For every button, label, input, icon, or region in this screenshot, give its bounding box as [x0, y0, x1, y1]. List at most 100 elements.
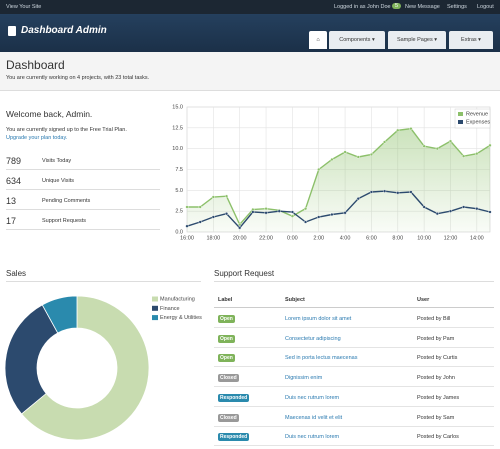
divider — [214, 281, 494, 282]
column-header: Subject — [285, 297, 305, 303]
user: Posted by John — [417, 375, 455, 382]
stat-label: Support Requests — [42, 218, 87, 224]
point — [238, 222, 242, 227]
point — [409, 127, 413, 131]
point — [383, 189, 387, 193]
y-tick-label: 5.0 — [175, 188, 183, 194]
point — [238, 226, 242, 230]
tab[interactable]: Components ▾ — [329, 31, 385, 49]
tab-label: Components — [339, 37, 371, 43]
legend — [454, 108, 491, 129]
x-tick-label: 14:00 — [470, 235, 484, 241]
plan-text: You are currently signed up to the Free … — [6, 127, 127, 133]
divider — [214, 405, 494, 407]
y-tick-label: 0.0 — [175, 229, 183, 235]
point — [343, 211, 347, 215]
x-tick-label: 8:00 — [392, 235, 403, 241]
point — [409, 190, 413, 194]
point — [475, 152, 479, 156]
x-tick-label: 10:00 — [417, 235, 431, 241]
point — [462, 154, 466, 158]
divider — [6, 169, 160, 170]
divider — [214, 346, 494, 348]
status-badge: Open — [218, 334, 235, 343]
divider — [6, 189, 160, 190]
point — [369, 190, 374, 194]
tab[interactable]: Sample Pages ▾ — [388, 31, 446, 49]
subject-link[interactable]: Dignissim enim — [285, 375, 323, 382]
status-badge: Open — [218, 315, 235, 323]
subject-link[interactable]: Duis nec rutrum lorem — [285, 434, 340, 441]
point — [369, 152, 374, 157]
point — [211, 215, 215, 219]
page-title: Dashboard — [6, 58, 65, 72]
y-tick-label: 12.5 — [172, 125, 183, 131]
tab[interactable]: Extras ▾ — [449, 31, 493, 49]
legend-swatch — [152, 315, 158, 321]
point — [224, 194, 229, 198]
legend-swatch — [458, 112, 463, 116]
point — [343, 150, 347, 154]
x-tick-label: 4:00 — [340, 235, 351, 241]
point — [211, 195, 215, 199]
divider — [214, 445, 494, 447]
home-tab[interactable]: ⌂ — [309, 31, 327, 49]
user: Posted by Bill — [417, 316, 451, 322]
stat-label: Unique Visits — [42, 178, 74, 184]
stat-value: 789 — [6, 156, 22, 166]
settings-link[interactable]: Settings — [447, 4, 467, 10]
y-tick-label: 7.5 — [175, 167, 183, 173]
point — [264, 207, 268, 211]
point — [251, 210, 255, 214]
divider — [214, 366, 494, 368]
point — [475, 207, 479, 211]
stat-label: Visits Today — [42, 158, 72, 164]
upgrade-link[interactable]: Upgrade your plan today. — [6, 135, 68, 141]
brand[interactable]: Dashboard Admin — [21, 25, 107, 36]
messages-link[interactable]: New Message — [405, 4, 440, 10]
donut-slice — [41, 295, 78, 334]
point — [198, 220, 202, 224]
x-tick-label: 22:00 — [259, 235, 273, 241]
legend-swatch — [152, 296, 158, 302]
top-nav: View Your Site Logged in as John Doe 5 N… — [0, 0, 500, 14]
logout-link[interactable]: Logout — [477, 4, 494, 10]
divider — [6, 281, 201, 282]
subject-link[interactable]: Sed in porta lectus maecenas — [285, 355, 358, 362]
point — [488, 143, 492, 147]
y-tick-label: 10.0 — [172, 146, 183, 152]
logged-in: Logged in as John Doe — [334, 4, 391, 10]
divider — [214, 425, 494, 427]
donut-slice — [20, 295, 150, 441]
status-badge: Open — [218, 354, 235, 363]
subject-link[interactable]: Maecenas id velit et elit — [285, 414, 343, 421]
status-badge: Responded — [218, 433, 250, 442]
point — [224, 212, 229, 216]
point — [330, 157, 334, 162]
column-header: Label — [218, 297, 233, 303]
point — [396, 191, 400, 195]
y-tick-label: 2.5 — [175, 209, 183, 215]
point — [185, 205, 189, 209]
stat-value: 17 — [6, 216, 17, 226]
point — [488, 210, 492, 214]
point — [383, 140, 387, 144]
point — [356, 155, 360, 159]
subject-link[interactable]: Lorem ipsum dolor sit amet — [285, 316, 352, 322]
line — [186, 190, 491, 229]
y-tick-label: 15.0 — [172, 104, 183, 110]
point — [422, 144, 426, 148]
point — [435, 212, 439, 216]
subject-link[interactable]: Consectetur adipiscing — [285, 335, 341, 342]
subject-link[interactable]: Duis nec rutrum lorem — [285, 394, 340, 401]
point — [185, 224, 189, 228]
legend-label: Manufacturing — [160, 296, 195, 302]
x-tick-label: 0:00 — [287, 235, 298, 241]
divider — [214, 327, 494, 328]
point — [264, 211, 268, 215]
legend-label: Expenses — [466, 119, 490, 125]
site-link[interactable]: View Your Site — [6, 4, 42, 10]
point — [448, 139, 453, 143]
welcome-title: Welcome back, Admin. — [6, 109, 93, 119]
